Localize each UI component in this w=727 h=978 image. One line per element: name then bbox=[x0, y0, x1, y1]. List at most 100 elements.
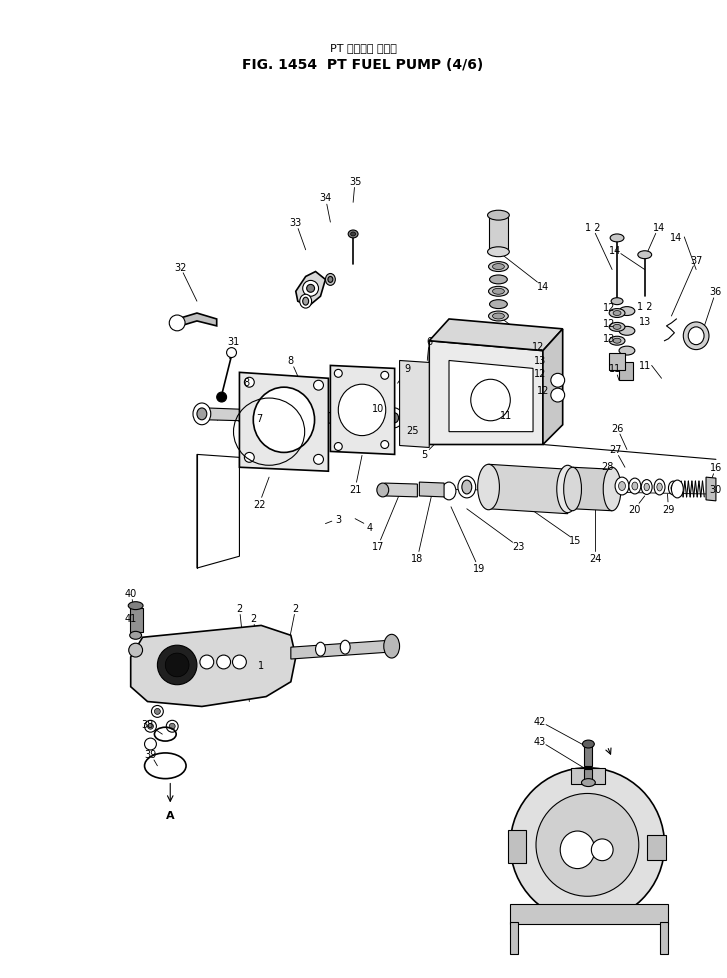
Text: 21: 21 bbox=[349, 484, 361, 495]
Ellipse shape bbox=[638, 251, 651, 259]
Text: 11: 11 bbox=[500, 411, 513, 421]
Circle shape bbox=[313, 380, 324, 391]
Ellipse shape bbox=[478, 465, 499, 511]
Polygon shape bbox=[571, 768, 605, 783]
Text: 38: 38 bbox=[141, 720, 153, 730]
Text: 33: 33 bbox=[289, 218, 302, 228]
Text: 2: 2 bbox=[293, 603, 299, 613]
Polygon shape bbox=[177, 314, 217, 328]
Ellipse shape bbox=[610, 235, 624, 243]
Circle shape bbox=[157, 645, 197, 685]
Circle shape bbox=[151, 706, 164, 718]
Ellipse shape bbox=[609, 336, 625, 346]
Ellipse shape bbox=[613, 325, 621, 330]
Ellipse shape bbox=[253, 388, 315, 453]
Circle shape bbox=[381, 441, 389, 449]
Text: 36: 36 bbox=[710, 287, 722, 297]
Text: 12: 12 bbox=[537, 385, 549, 396]
Text: 5: 5 bbox=[421, 450, 427, 460]
Text: 14: 14 bbox=[670, 233, 683, 243]
Text: PT フェエル ポンプ: PT フェエル ポンプ bbox=[329, 43, 396, 53]
Text: 1 2: 1 2 bbox=[585, 223, 600, 233]
Ellipse shape bbox=[644, 484, 649, 491]
Text: 10: 10 bbox=[371, 404, 384, 414]
Text: 34: 34 bbox=[319, 194, 332, 203]
Polygon shape bbox=[206, 409, 390, 425]
Polygon shape bbox=[239, 373, 329, 471]
Ellipse shape bbox=[611, 298, 623, 305]
Ellipse shape bbox=[489, 276, 507, 285]
Text: 19: 19 bbox=[473, 563, 485, 573]
Polygon shape bbox=[131, 626, 296, 707]
Text: 29: 29 bbox=[662, 505, 675, 514]
Ellipse shape bbox=[582, 778, 595, 786]
Circle shape bbox=[536, 794, 639, 897]
Polygon shape bbox=[429, 341, 543, 445]
Circle shape bbox=[334, 443, 342, 451]
Ellipse shape bbox=[613, 311, 621, 316]
Text: 22: 22 bbox=[253, 500, 265, 510]
Ellipse shape bbox=[668, 481, 678, 496]
Circle shape bbox=[227, 348, 236, 358]
Text: 2: 2 bbox=[250, 613, 257, 623]
Circle shape bbox=[145, 738, 156, 750]
Text: 23: 23 bbox=[512, 542, 524, 552]
Ellipse shape bbox=[488, 211, 510, 221]
Ellipse shape bbox=[328, 277, 333, 283]
Ellipse shape bbox=[377, 483, 389, 498]
Ellipse shape bbox=[603, 467, 621, 511]
Text: 20: 20 bbox=[629, 505, 641, 514]
Text: 28: 28 bbox=[601, 462, 614, 471]
Text: 42: 42 bbox=[534, 717, 546, 727]
Circle shape bbox=[148, 724, 153, 730]
Ellipse shape bbox=[300, 295, 312, 309]
Polygon shape bbox=[429, 320, 563, 351]
Text: 3: 3 bbox=[335, 514, 342, 524]
Text: 40: 40 bbox=[124, 588, 137, 599]
Ellipse shape bbox=[462, 480, 472, 495]
Text: 8: 8 bbox=[244, 378, 249, 388]
Ellipse shape bbox=[387, 409, 403, 428]
Bar bbox=[585, 769, 593, 780]
Text: 43: 43 bbox=[534, 736, 546, 746]
Ellipse shape bbox=[492, 314, 505, 320]
Bar bbox=[489, 218, 508, 252]
Circle shape bbox=[307, 285, 315, 293]
Ellipse shape bbox=[326, 274, 335, 286]
Text: 13: 13 bbox=[603, 333, 615, 343]
Ellipse shape bbox=[619, 347, 635, 356]
Ellipse shape bbox=[129, 632, 142, 640]
Text: 30: 30 bbox=[710, 484, 722, 495]
Ellipse shape bbox=[492, 289, 505, 295]
Ellipse shape bbox=[619, 307, 635, 316]
Text: 4: 4 bbox=[367, 522, 373, 532]
Text: 26: 26 bbox=[611, 423, 623, 433]
Ellipse shape bbox=[338, 384, 386, 436]
Ellipse shape bbox=[672, 480, 683, 499]
Ellipse shape bbox=[615, 477, 629, 496]
Polygon shape bbox=[489, 465, 568, 514]
Text: 31: 31 bbox=[228, 336, 240, 346]
Ellipse shape bbox=[557, 466, 579, 513]
Text: 13: 13 bbox=[638, 317, 651, 327]
Ellipse shape bbox=[340, 641, 350, 654]
Ellipse shape bbox=[591, 839, 613, 861]
Ellipse shape bbox=[390, 414, 398, 423]
Text: 27: 27 bbox=[608, 445, 622, 455]
Ellipse shape bbox=[489, 288, 508, 297]
Polygon shape bbox=[419, 482, 444, 498]
Text: 14: 14 bbox=[537, 282, 549, 292]
Circle shape bbox=[233, 655, 246, 669]
Text: 9: 9 bbox=[404, 364, 411, 374]
Ellipse shape bbox=[491, 327, 505, 333]
Ellipse shape bbox=[654, 479, 665, 496]
Bar bbox=[619, 363, 633, 380]
Text: 2: 2 bbox=[236, 603, 243, 613]
Circle shape bbox=[165, 653, 189, 677]
Text: 11: 11 bbox=[638, 361, 651, 371]
Ellipse shape bbox=[563, 467, 582, 511]
Text: FIG. 1454  PT FUEL PUMP (4/6): FIG. 1454 PT FUEL PUMP (4/6) bbox=[242, 58, 483, 71]
Ellipse shape bbox=[193, 404, 211, 425]
Ellipse shape bbox=[471, 379, 510, 422]
Ellipse shape bbox=[350, 233, 356, 237]
